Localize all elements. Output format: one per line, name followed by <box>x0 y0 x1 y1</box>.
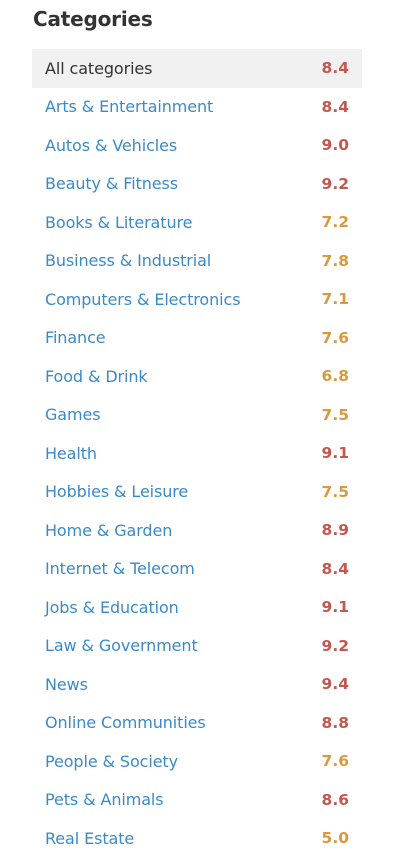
category-name: Home & Garden <box>45 520 173 540</box>
category-score: 9.1 <box>321 598 349 617</box>
category-row-business-industrial[interactable]: Business & Industrial 7.8 <box>32 242 362 281</box>
category-name: Autos & Vehicles <box>45 135 178 155</box>
category-row-home-garden[interactable]: Home & Garden 8.9 <box>32 511 362 550</box>
category-row-books-literature[interactable]: Books & Literature 7.2 <box>32 203 362 242</box>
category-score: 7.6 <box>321 328 349 347</box>
category-score: 8.4 <box>321 59 349 78</box>
category-name: Online Communities <box>45 713 206 733</box>
category-row-online-communities[interactable]: Online Communities 8.8 <box>32 704 362 743</box>
category-row-jobs-education[interactable]: Jobs & Education 9.1 <box>32 588 362 627</box>
category-row-news[interactable]: News 9.4 <box>32 665 362 704</box>
category-row-real-estate[interactable]: Real Estate 5.0 <box>32 819 362 858</box>
category-score: 9.2 <box>321 174 349 193</box>
category-row-arts-entertainment[interactable]: Arts & Entertainment 8.4 <box>32 88 362 127</box>
category-list: All categories 8.4 Arts & Entertainment … <box>32 49 362 858</box>
category-score: 7.6 <box>321 752 349 771</box>
category-score: 7.5 <box>321 405 349 424</box>
category-name: Finance <box>45 328 106 348</box>
category-name: Internet & Telecom <box>45 559 195 579</box>
category-name: Hobbies & Leisure <box>45 482 189 502</box>
category-name: Jobs & Education <box>45 597 179 617</box>
category-score: 7.8 <box>321 251 349 270</box>
category-name: Pets & Animals <box>45 790 164 810</box>
category-name: News <box>45 674 88 694</box>
category-row-law-government[interactable]: Law & Government 9.2 <box>32 627 362 666</box>
category-score: 6.8 <box>321 367 349 386</box>
category-score: 5.0 <box>321 829 349 848</box>
category-score: 8.6 <box>321 790 349 809</box>
category-score: 7.1 <box>321 290 349 309</box>
category-score: 9.4 <box>321 675 349 694</box>
category-row-beauty-fitness[interactable]: Beauty & Fitness 9.2 <box>32 165 362 204</box>
category-name: Law & Government <box>45 636 198 656</box>
category-row-internet-telecom[interactable]: Internet & Telecom 8.4 <box>32 550 362 589</box>
category-name: Business & Industrial <box>45 251 212 271</box>
category-name: Games <box>45 405 101 425</box>
category-score: 7.2 <box>321 213 349 232</box>
category-name: People & Society <box>45 751 178 771</box>
category-row-food-drink[interactable]: Food & Drink 6.8 <box>32 357 362 396</box>
category-name: Books & Literature <box>45 212 193 232</box>
category-name: Food & Drink <box>45 366 148 386</box>
category-row-finance[interactable]: Finance 7.6 <box>32 319 362 358</box>
category-name: Computers & Electronics <box>45 289 241 309</box>
categories-heading: Categories <box>33 7 153 31</box>
category-score: 8.4 <box>321 97 349 116</box>
category-row-all-categories[interactable]: All categories 8.4 <box>32 49 362 88</box>
category-score: 7.5 <box>321 482 349 501</box>
category-score: 8.8 <box>321 713 349 732</box>
category-name: All categories <box>45 58 153 78</box>
category-row-people-society[interactable]: People & Society 7.6 <box>32 742 362 781</box>
category-score: 8.4 <box>321 559 349 578</box>
category-score: 9.2 <box>321 636 349 655</box>
category-name: Real Estate <box>45 828 135 848</box>
category-name: Arts & Entertainment <box>45 97 214 117</box>
category-name: Health <box>45 443 97 463</box>
category-score: 9.1 <box>321 444 349 463</box>
category-score: 9.0 <box>321 136 349 155</box>
category-score: 8.9 <box>321 521 349 540</box>
category-row-hobbies-leisure[interactable]: Hobbies & Leisure 7.5 <box>32 473 362 512</box>
category-name: Beauty & Fitness <box>45 174 178 194</box>
category-row-games[interactable]: Games 7.5 <box>32 396 362 435</box>
category-row-health[interactable]: Health 9.1 <box>32 434 362 473</box>
category-row-pets-animals[interactable]: Pets & Animals 8.6 <box>32 781 362 820</box>
category-row-computers-electronics[interactable]: Computers & Electronics 7.1 <box>32 280 362 319</box>
category-row-autos-vehicles[interactable]: Autos & Vehicles 9.0 <box>32 126 362 165</box>
